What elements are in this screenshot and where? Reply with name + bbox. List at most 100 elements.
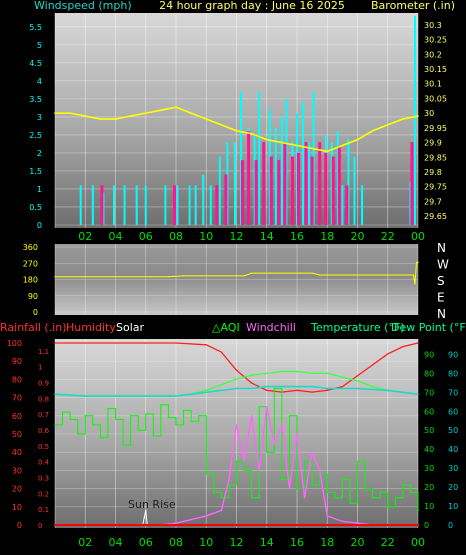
wind-series xyxy=(54,16,419,225)
aqi-point xyxy=(394,497,397,499)
aqi-point xyxy=(281,478,283,481)
temperature-point xyxy=(296,370,298,373)
aqi-point xyxy=(334,497,336,499)
aqi-point xyxy=(220,497,223,499)
rain-y-tick: 0.2 xyxy=(38,490,49,498)
sunrise-label: Sun Rise xyxy=(128,498,176,511)
gust-bar xyxy=(100,185,104,225)
windchill-point xyxy=(288,487,291,490)
wind-x-tick: 18 xyxy=(320,230,334,243)
dewpoint-y-tick: 50 xyxy=(448,426,458,435)
direction-point xyxy=(415,261,418,263)
temperature-x-tick: 16 xyxy=(290,536,304,549)
humidity-point xyxy=(220,351,223,353)
windchill-point xyxy=(326,515,328,517)
direction-point xyxy=(412,274,415,276)
temperature-y-tick: 30 xyxy=(424,464,434,473)
rain-y-tick: 0.7 xyxy=(38,411,49,419)
barometer-axis-label: Barometer (.in) xyxy=(371,0,455,12)
humidity-point xyxy=(326,389,328,392)
wind-y-tick: 4.5 xyxy=(29,59,42,68)
compass-tick: N xyxy=(437,241,446,255)
wind-y-tick: 2.5 xyxy=(29,131,42,140)
direction-point xyxy=(311,272,313,274)
aqi-point xyxy=(371,497,374,499)
aqi-point xyxy=(341,478,344,481)
gust-bar xyxy=(283,142,287,225)
wind-bar xyxy=(253,134,256,225)
rain-y-tick: 0 xyxy=(38,522,42,530)
wind-x-tick: 00 xyxy=(411,230,425,243)
barometer-point xyxy=(386,124,389,126)
temperature-x-tick: 18 xyxy=(320,536,334,549)
aqi-point xyxy=(54,424,56,426)
aqi-point xyxy=(258,406,260,408)
aqi-point xyxy=(311,484,313,486)
humidity-point xyxy=(114,342,117,344)
wind-bar xyxy=(409,181,412,225)
humidity-point xyxy=(356,375,359,377)
windchill-point xyxy=(356,522,359,524)
dewpoint-point xyxy=(281,385,283,388)
wind-y-tick: 5 xyxy=(37,41,42,50)
aqi-point xyxy=(356,460,359,462)
dewpoint-y-tick: 40 xyxy=(448,445,458,454)
humidity-point xyxy=(387,353,389,355)
gust-bar xyxy=(297,152,301,225)
temperature-y-tick: 60 xyxy=(424,407,434,416)
windchill-point xyxy=(281,424,283,426)
wind-bar xyxy=(296,113,298,225)
chart-title: 24 hour graph day : June 16 2025 xyxy=(159,0,345,12)
dewpoint-point xyxy=(145,395,147,397)
dewpoint-y-tick: 90 xyxy=(448,350,458,359)
barometer-point xyxy=(250,132,253,135)
aqi-point xyxy=(137,429,139,432)
compass-tick: E xyxy=(437,291,445,305)
humidity-point xyxy=(54,342,56,344)
gust-bar xyxy=(304,142,308,225)
wind-y-tick: 1 xyxy=(37,185,42,194)
aqi-point xyxy=(243,469,245,472)
aqi-label-text: AQI xyxy=(220,321,239,334)
barometer-y-tick: 29.95 xyxy=(424,124,447,133)
wind-x-tick: 06 xyxy=(139,230,153,243)
temperature-point xyxy=(220,384,223,386)
barometer-point xyxy=(99,118,102,120)
windchill-point xyxy=(205,515,207,517)
aqi-axis-label: △AQI xyxy=(212,321,240,334)
barometer-y-tick: 30 xyxy=(424,109,434,118)
windchill-point xyxy=(311,451,313,453)
humidity-y-tick: 10 xyxy=(12,503,22,512)
barometer-y-tick: 29.85 xyxy=(424,153,447,162)
temperature-y-tick: 20 xyxy=(424,483,434,492)
wind-bar xyxy=(202,174,205,225)
temperature-y-tick: 0 xyxy=(424,521,429,530)
wind-y-tick: 5.5 xyxy=(29,23,42,32)
wind-bar xyxy=(353,156,356,225)
dewpoint-point xyxy=(387,389,389,392)
aqi-point xyxy=(182,409,185,412)
barometer-point xyxy=(296,144,298,147)
rain-y-tick: 0.3 xyxy=(38,475,49,483)
aqi-point xyxy=(197,415,200,417)
wind-bar xyxy=(336,131,339,225)
barometer-point xyxy=(69,112,71,114)
aqi-point xyxy=(235,460,238,462)
temperature-x-tick: 04 xyxy=(109,536,123,549)
aqi-point xyxy=(99,436,102,439)
wind-bar xyxy=(330,142,333,225)
rain-y-tick: 0.1 xyxy=(38,506,49,514)
gust-bar xyxy=(254,160,258,225)
aqi-point xyxy=(379,491,381,493)
windchill-point xyxy=(318,469,321,472)
humidity-point xyxy=(250,382,253,384)
temperature-y-tick: 10 xyxy=(424,502,434,511)
humidity-y-tick: 40 xyxy=(12,448,22,457)
direction-point xyxy=(319,274,321,276)
barometer-y-tick: 30.15 xyxy=(424,65,447,74)
temperature-point xyxy=(235,378,238,380)
wind-bar xyxy=(361,185,364,225)
windchill-point xyxy=(296,433,298,435)
humidity-y-tick: 60 xyxy=(12,412,22,421)
wind-x-tick: 14 xyxy=(260,230,274,243)
